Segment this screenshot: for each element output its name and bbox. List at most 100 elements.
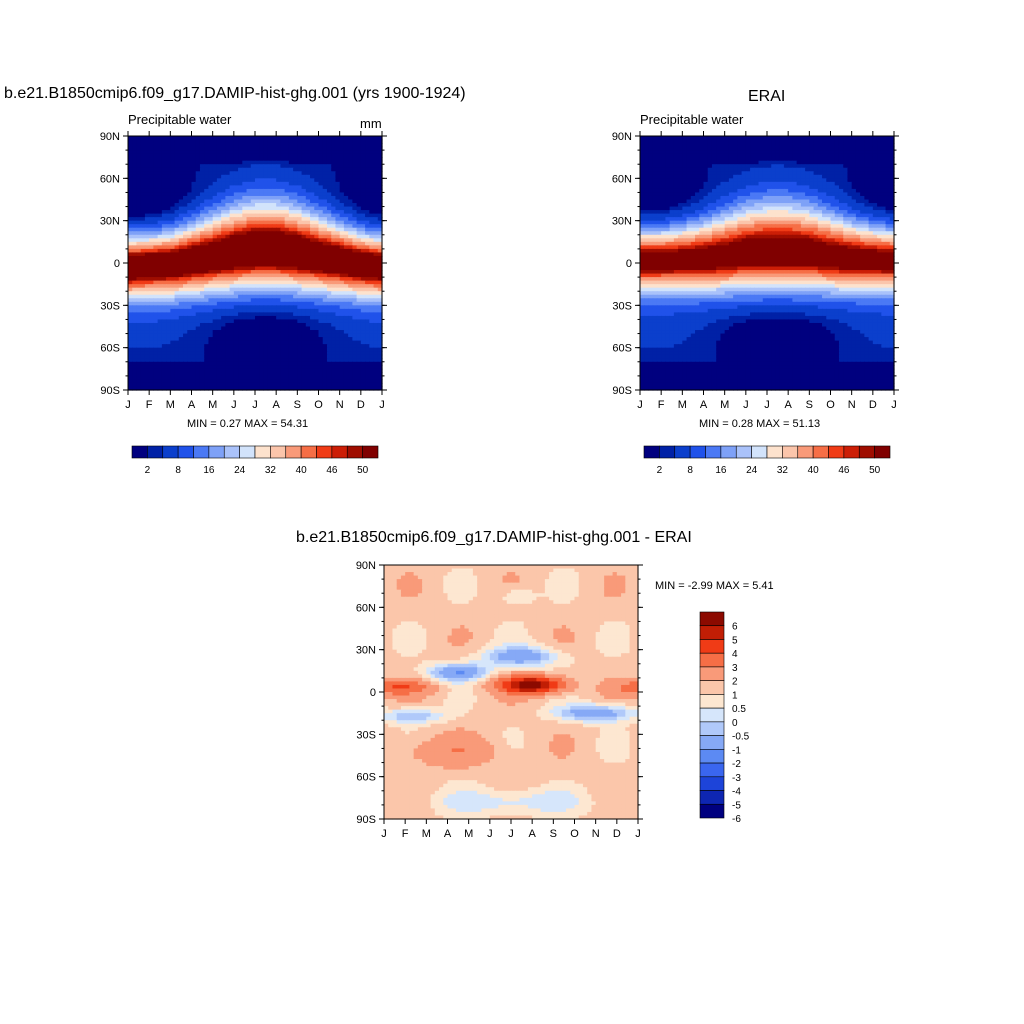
heatmap-cell (204, 361, 210, 366)
heatmap-cell (221, 287, 226, 292)
heatmap-cell (280, 248, 286, 254)
heatmap-cell (754, 153, 760, 158)
heatmap-cell (166, 241, 171, 246)
heatmap-cell (297, 241, 303, 246)
heatmap-cell (754, 160, 760, 165)
heatmap-cell (331, 217, 337, 222)
heatmap-cell (356, 287, 362, 292)
heatmap-cell (157, 143, 163, 148)
heatmap-cell (326, 287, 332, 292)
heatmap-cell (310, 234, 315, 239)
heatmap-cell (360, 188, 366, 194)
heatmap-cell (775, 139, 781, 144)
heatmap-cell (343, 305, 349, 310)
heatmap-cell (157, 280, 163, 285)
heatmap-cell (161, 379, 167, 384)
heatmap-cell (242, 153, 248, 158)
heatmap-cell (360, 280, 366, 285)
heatmap-cell (343, 266, 349, 271)
heatmap-cell (267, 227, 273, 232)
heatmap-cell (377, 298, 383, 303)
heatmap-cell (267, 291, 273, 296)
heatmap-cell (153, 344, 159, 349)
heatmap-cell (301, 210, 307, 215)
heatmap-cell (183, 146, 188, 151)
heatmap-cell (297, 375, 303, 381)
heatmap-cell (187, 160, 193, 165)
heatmap-cell (728, 153, 734, 158)
heatmap-cell (284, 368, 290, 373)
heatmap-cell (343, 280, 349, 285)
heatmap-cell (132, 284, 138, 289)
heatmap-cell (216, 136, 222, 141)
heatmap-cell (348, 337, 353, 342)
heatmap-cell (872, 150, 878, 155)
heatmap-cell (326, 280, 332, 285)
heatmap-cell (301, 231, 307, 236)
heatmap-cell (280, 322, 286, 328)
heatmap-cell (356, 248, 362, 254)
heatmap-cell (305, 136, 311, 141)
heatmap-cell (365, 259, 370, 264)
heatmap-cell (259, 351, 265, 356)
heatmap-cell (161, 386, 167, 391)
heatmap-cell (720, 143, 726, 148)
heatmap-cell (174, 298, 180, 303)
heatmap-cell (225, 308, 231, 313)
heatmap-cell (170, 167, 176, 172)
x-tick-label: J (125, 399, 131, 411)
heatmap-cell (225, 203, 231, 208)
heatmap-cell (305, 358, 311, 363)
heatmap-cell (335, 160, 341, 165)
heatmap-cell (872, 160, 878, 165)
heatmap-cell (335, 245, 341, 250)
heatmap-cell (221, 227, 226, 232)
heatmap-cell (259, 252, 265, 257)
heatmap-cell (221, 354, 226, 359)
heatmap-cell (191, 199, 197, 204)
heatmap-cell (271, 273, 277, 278)
heatmap-cell (132, 280, 138, 285)
heatmap-cell (136, 217, 142, 222)
heatmap-cell (221, 153, 226, 158)
heatmap-cell (356, 171, 362, 176)
heatmap-cell (255, 291, 260, 296)
heatmap-cell (305, 340, 311, 345)
heatmap-cell (280, 199, 286, 204)
heatmap-cell (174, 277, 180, 282)
heatmap-cell (314, 298, 320, 303)
heatmap-cell (310, 315, 315, 321)
heatmap-cell (280, 280, 286, 285)
heatmap-cell (301, 234, 307, 239)
heatmap-cell (377, 368, 383, 373)
heatmap-cell (267, 298, 273, 303)
heatmap-cell (377, 146, 383, 151)
heatmap-cell (170, 157, 176, 162)
heatmap-cell (263, 220, 269, 225)
heatmap-cell (310, 139, 315, 144)
heatmap-cell (310, 386, 315, 391)
heatmap-cell (128, 308, 133, 313)
heatmap-cell (161, 382, 167, 388)
heatmap-cell (221, 382, 226, 388)
heatmap-cell (331, 203, 337, 208)
heatmap-cell (339, 337, 345, 342)
heatmap-cell (669, 136, 675, 141)
heatmap-cell (310, 365, 315, 370)
heatmap-cell (280, 234, 286, 239)
heatmap-cell (733, 160, 738, 165)
heatmap-cell (335, 263, 341, 268)
heatmap-cell (648, 150, 654, 155)
heatmap-cell (728, 160, 734, 165)
heatmap-cell (259, 312, 265, 317)
heatmap-cell (864, 157, 870, 162)
heatmap-cell (365, 241, 370, 246)
heatmap-cell (813, 157, 819, 162)
heatmap-cell (149, 259, 154, 264)
heatmap-cell (348, 291, 353, 296)
heatmap-cell (259, 241, 265, 246)
heatmap-cell (711, 139, 717, 144)
heatmap-cell (805, 143, 810, 148)
heatmap-cell (157, 372, 163, 377)
heatmap-cell (225, 294, 231, 299)
